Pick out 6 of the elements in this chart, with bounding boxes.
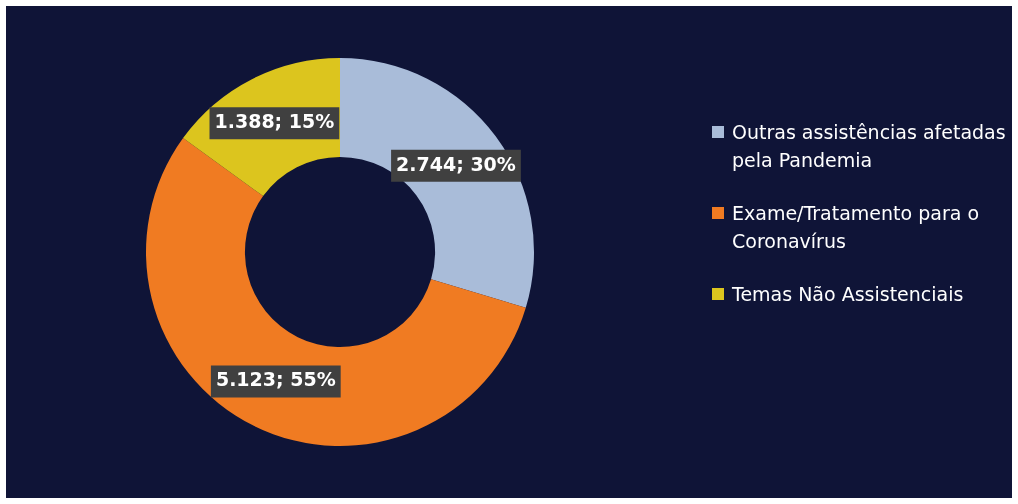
data-label: 2.744; 30%	[396, 152, 516, 175]
data-label: 5.123; 55%	[215, 368, 336, 391]
legend-label: Temas Não Assistenciais	[731, 282, 965, 307]
legend-label: Exame/Tratamento para o Coronavírus	[731, 201, 981, 254]
data-label: 1.388; 15%	[214, 110, 335, 133]
legend-label: Outras assistências afetadas pela Pandemia	[731, 120, 1007, 173]
